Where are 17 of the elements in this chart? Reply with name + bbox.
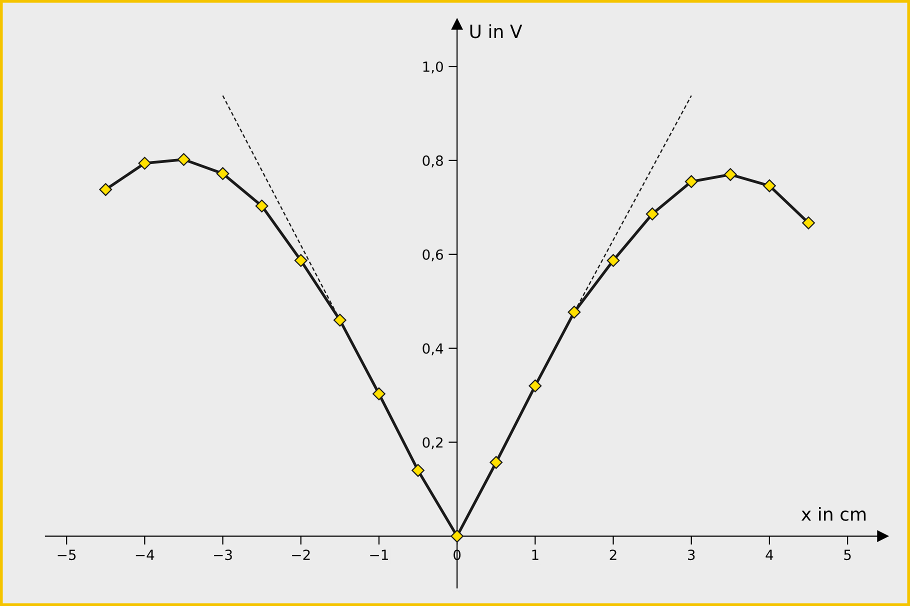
y-tick-label: 1,0 [423, 61, 443, 74]
x-tick-label: 5 [844, 550, 851, 560]
y-axis-title: U in V [470, 24, 522, 38]
x-tick-label: 1 [532, 550, 538, 560]
x-tick-label: −3 [214, 550, 232, 560]
x-axis-title: x in cm [801, 506, 866, 521]
y-tick-label: 0,8 [422, 155, 443, 168]
y-tick-label: 0,4 [422, 343, 444, 356]
x-tick-label: −5 [58, 550, 76, 560]
x-tick-label: 4 [766, 550, 774, 560]
x-tick-label: 3 [688, 550, 695, 560]
y-tick-label: 0,2 [422, 437, 442, 450]
x-tick-label: −1 [370, 550, 388, 560]
x-tick-label: −2 [292, 550, 310, 560]
y-tick-label: 0,6 [422, 249, 444, 262]
x-tick-label: 2 [610, 550, 616, 560]
x-tick-label: −4 [136, 550, 154, 560]
